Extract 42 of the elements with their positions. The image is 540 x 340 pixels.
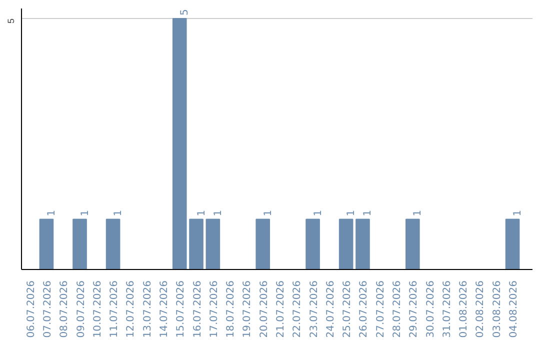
x-tick-label: 04.08.2026 [508, 280, 520, 338]
data-label: 1 [512, 210, 524, 216]
x-tick-label: 13.07.2026 [142, 280, 154, 338]
x-tick-label: 14.07.2026 [158, 280, 170, 338]
data-label: 1 [80, 210, 91, 216]
data-label: 1 [46, 210, 58, 216]
x-tick-label: 31.07.2026 [442, 280, 453, 338]
x-tick-label: 24.07.2026 [325, 280, 336, 338]
x-tick-label: 21.07.2026 [275, 280, 286, 338]
x-tick-label: 03.08.2026 [492, 280, 503, 338]
x-tick-label: 22.07.2026 [292, 280, 304, 338]
x-tick-label: 15.07.2026 [176, 280, 187, 338]
x-tick-label: 16.07.2026 [192, 280, 204, 338]
x-tick-label: 27.07.2026 [375, 280, 386, 338]
x-tick-label: 25.07.2026 [342, 280, 354, 338]
x-tick-label: 06.07.2026 [26, 280, 37, 338]
x-tick-label: 26.07.2026 [358, 280, 370, 338]
data-label: 1 [412, 210, 424, 216]
x-tick-label: 02.08.2026 [475, 280, 486, 338]
x-tick-label: 07.07.2026 [42, 280, 54, 338]
x-tick-label: 10.07.2026 [92, 280, 104, 338]
x-tick-label: 23.07.2026 [308, 280, 320, 338]
data-label: 1 [212, 210, 224, 216]
data-label: 5 [180, 9, 191, 16]
x-tick-label: 18.07.2026 [226, 280, 237, 338]
x-tick-label: 08.07.2026 [59, 280, 70, 338]
x-tick-label: 19.07.2026 [242, 280, 254, 338]
data-label: 1 [262, 210, 274, 216]
data-label: 1 [196, 210, 208, 216]
x-tick-label: 28.07.2026 [392, 280, 404, 338]
x-tick-label: 01.08.2026 [458, 280, 470, 338]
data-label: 1 [312, 210, 324, 216]
x-tick-label: 09.07.2026 [76, 280, 87, 338]
data-label: 1 [346, 210, 358, 216]
data-label: 1 [362, 210, 374, 216]
x-tick-label: 20.07.2026 [258, 280, 270, 338]
x-tick-label: 30.07.2026 [425, 280, 436, 338]
x-tick-label: 11.07.2026 [109, 280, 120, 338]
x-tick-label: 12.07.2026 [126, 280, 137, 338]
x-tick-label: 17.07.2026 [208, 280, 220, 338]
data-label: 1 [113, 210, 124, 216]
x-tick-label: 29.07.2026 [408, 280, 420, 338]
